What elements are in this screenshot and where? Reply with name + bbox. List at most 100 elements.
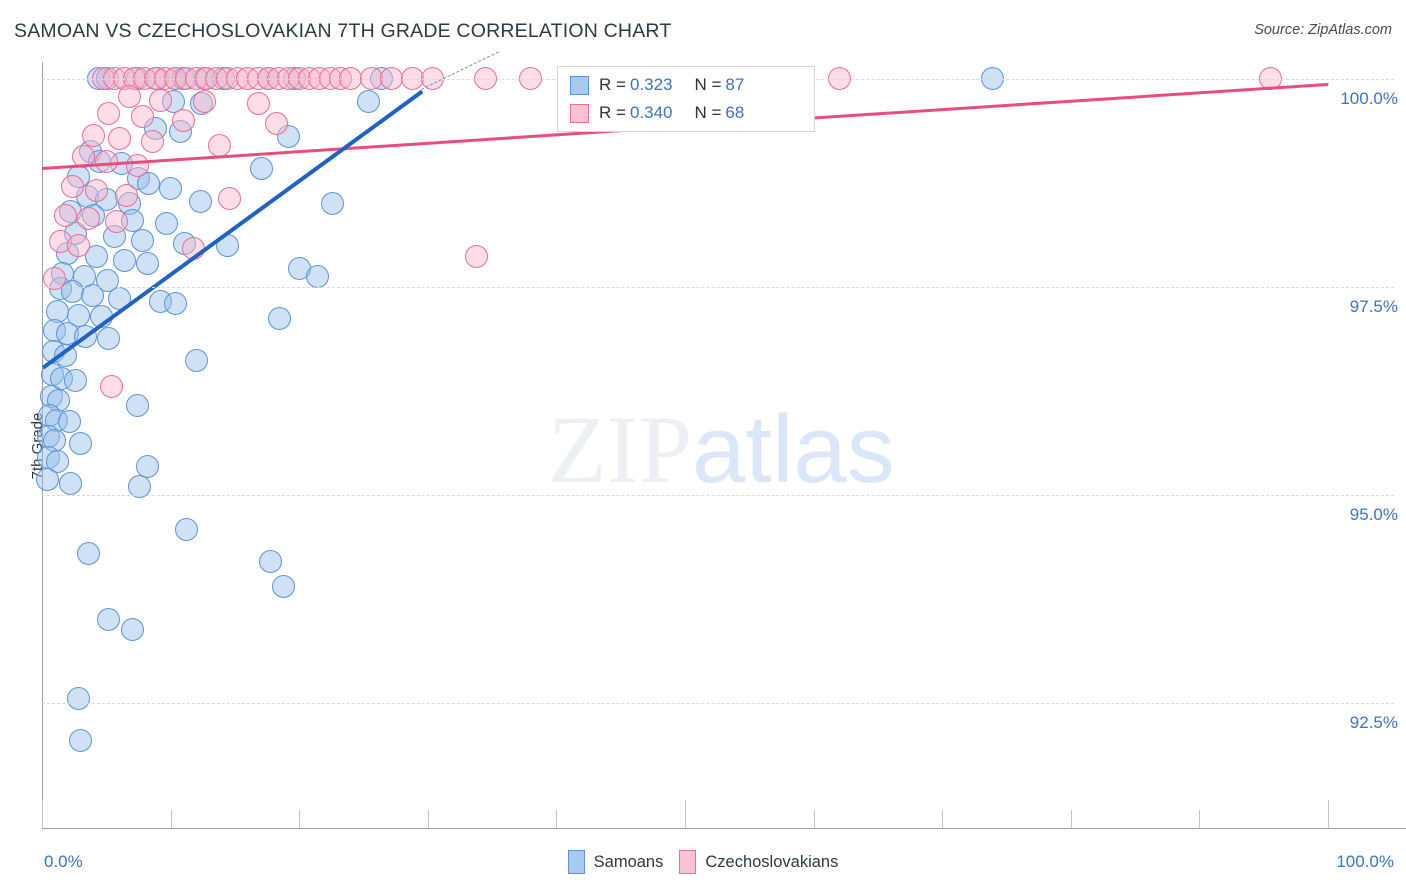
scatter-point-blue[interactable] — [357, 90, 381, 114]
scatter-point-blue[interactable] — [305, 265, 329, 289]
scatter-point-pink[interactable] — [81, 123, 105, 147]
legend-item-samoans[interactable]: Samoans — [567, 850, 664, 874]
scatter-point-pink[interactable] — [105, 210, 129, 234]
scatter-point-pink[interactable] — [218, 187, 242, 211]
stats-n-value-samoans: 87 — [725, 75, 745, 94]
scatter-point-blue[interactable] — [130, 228, 154, 252]
x-axis-tick — [685, 800, 686, 828]
scatter-point-pink[interactable] — [97, 102, 121, 126]
gridline — [42, 494, 1394, 496]
scatter-point-pink[interactable] — [207, 133, 231, 157]
scatter-point-pink[interactable] — [130, 105, 154, 129]
stats-swatch-samoans — [570, 75, 589, 95]
plot-area: ZIPatlas — [35, 52, 1394, 828]
x-axis-tick — [556, 810, 558, 828]
scatter-point-blue[interactable] — [125, 393, 149, 417]
scatter-point-pink[interactable] — [125, 153, 149, 177]
scatter-point-blue[interactable] — [164, 291, 188, 315]
scatter-point-pink[interactable] — [246, 92, 270, 116]
legend-label-samoans: Samoans — [593, 852, 664, 871]
scatter-point-pink[interactable] — [141, 130, 165, 154]
scatter-point-blue[interactable] — [259, 550, 283, 574]
scatter-point-blue[interactable] — [69, 729, 93, 753]
x-axis-tick — [1070, 810, 1072, 828]
scatter-point-pink[interactable] — [182, 237, 206, 260]
scatter-point-pink[interactable] — [264, 112, 288, 136]
stats-row-samoans: R = 0.323 N = 87 — [570, 71, 814, 99]
y-axis-tick-label: 92.5% — [1349, 713, 1398, 733]
legend-swatch-samoans — [567, 850, 585, 874]
watermark-atlas: atlas — [692, 396, 895, 503]
x-axis-tick — [42, 800, 43, 828]
scatter-point-blue[interactable] — [97, 608, 121, 632]
stats-r-value-czechoslovakians: 0.340 — [629, 103, 673, 122]
gridline — [42, 286, 1394, 288]
scatter-point-blue[interactable] — [184, 348, 208, 372]
scatter-point-blue[interactable] — [97, 326, 121, 350]
scatter-point-blue[interactable] — [135, 251, 159, 275]
scatter-point-blue[interactable] — [57, 410, 81, 434]
scatter-point-blue[interactable] — [45, 450, 69, 474]
scatter-point-pink[interactable] — [94, 150, 118, 174]
legend-item-czechoslovakians[interactable]: Czechoslovakians — [679, 850, 838, 874]
scatter-point-pink[interactable] — [107, 127, 131, 151]
scatter-point-blue[interactable] — [69, 431, 93, 455]
scatter-point-blue[interactable] — [35, 468, 59, 492]
scatter-point-blue[interactable] — [250, 157, 274, 181]
x-axis-tick — [942, 810, 944, 828]
scatter-point-pink[interactable] — [84, 178, 108, 202]
scatter-point-blue[interactable] — [63, 368, 87, 392]
scatter-point-pink[interactable] — [76, 207, 100, 231]
scatter-point-blue[interactable] — [268, 306, 292, 330]
legend-swatch-czechoslovakians — [679, 850, 697, 874]
scatter-point-blue[interactable] — [58, 471, 82, 495]
scatter-point-blue[interactable] — [188, 190, 212, 214]
scatter-point-blue[interactable] — [112, 248, 136, 272]
y-axis-tick-label: 97.5% — [1349, 296, 1398, 316]
zipatlas-watermark: ZIPatlas — [548, 402, 895, 498]
scatter-point-blue[interactable] — [120, 618, 144, 642]
scatter-point-pink[interactable] — [53, 203, 77, 227]
legend-label-czechoslovakians: Czechoslovakians — [705, 852, 839, 871]
scatter-point-blue[interactable] — [159, 177, 183, 201]
scatter-point-blue[interactable] — [321, 192, 345, 216]
x-axis-max-label: 100.0% — [1336, 852, 1394, 871]
stats-row-czechoslovakians: R = 0.340 N = 68 — [570, 99, 814, 127]
scatter-point-blue[interactable] — [66, 687, 90, 711]
correlation-stats-box: R = 0.323 N = 87 R = 0.340 N = 68 — [557, 66, 815, 132]
scatter-point-pink[interactable] — [71, 145, 95, 169]
source-attribution: Source: ZipAtlas.com — [1254, 22, 1392, 38]
stats-r-value-samoans: 0.323 — [629, 75, 673, 94]
x-axis-tick — [1199, 810, 1201, 828]
scatter-point-blue[interactable] — [272, 575, 296, 599]
scatter-point-pink[interactable] — [148, 88, 172, 112]
gridline — [42, 703, 1394, 705]
scatter-point-blue[interactable] — [84, 245, 108, 269]
scatter-point-blue[interactable] — [76, 541, 100, 565]
scatter-point-pink[interactable] — [117, 85, 141, 109]
scatter-point-blue[interactable] — [155, 212, 179, 236]
watermark-zip: ZIP — [548, 396, 692, 503]
stats-n-label-samoans: N = — [694, 75, 722, 94]
scatter-point-pink[interactable] — [66, 233, 90, 257]
scatter-point-pink[interactable] — [192, 90, 216, 114]
scatter-point-blue[interactable] — [174, 518, 198, 542]
scatter-point-blue[interactable] — [96, 268, 120, 292]
scatter-point-blue[interactable] — [128, 475, 152, 499]
scatter-point-blue[interactable] — [74, 325, 98, 349]
scatter-point-pink[interactable] — [61, 175, 85, 199]
scatter-point-pink[interactable] — [99, 375, 123, 399]
scatter-point-blue[interactable] — [53, 343, 77, 367]
x-axis-tick — [1328, 800, 1329, 828]
scatter-point-pink[interactable] — [465, 245, 489, 269]
scatter-point-pink[interactable] — [171, 108, 195, 132]
scatter-point-blue[interactable] — [215, 233, 239, 257]
x-axis-tick — [813, 810, 815, 828]
scatter-point-blue[interactable] — [80, 283, 104, 307]
x-axis-min-label: 0.0% — [44, 852, 83, 871]
scatter-point-blue[interactable] — [89, 305, 113, 329]
stats-r-label-czechoslovakians: R = — [599, 103, 626, 122]
scatter-point-pink[interactable] — [43, 266, 67, 290]
scatter-point-pink[interactable] — [115, 183, 139, 207]
